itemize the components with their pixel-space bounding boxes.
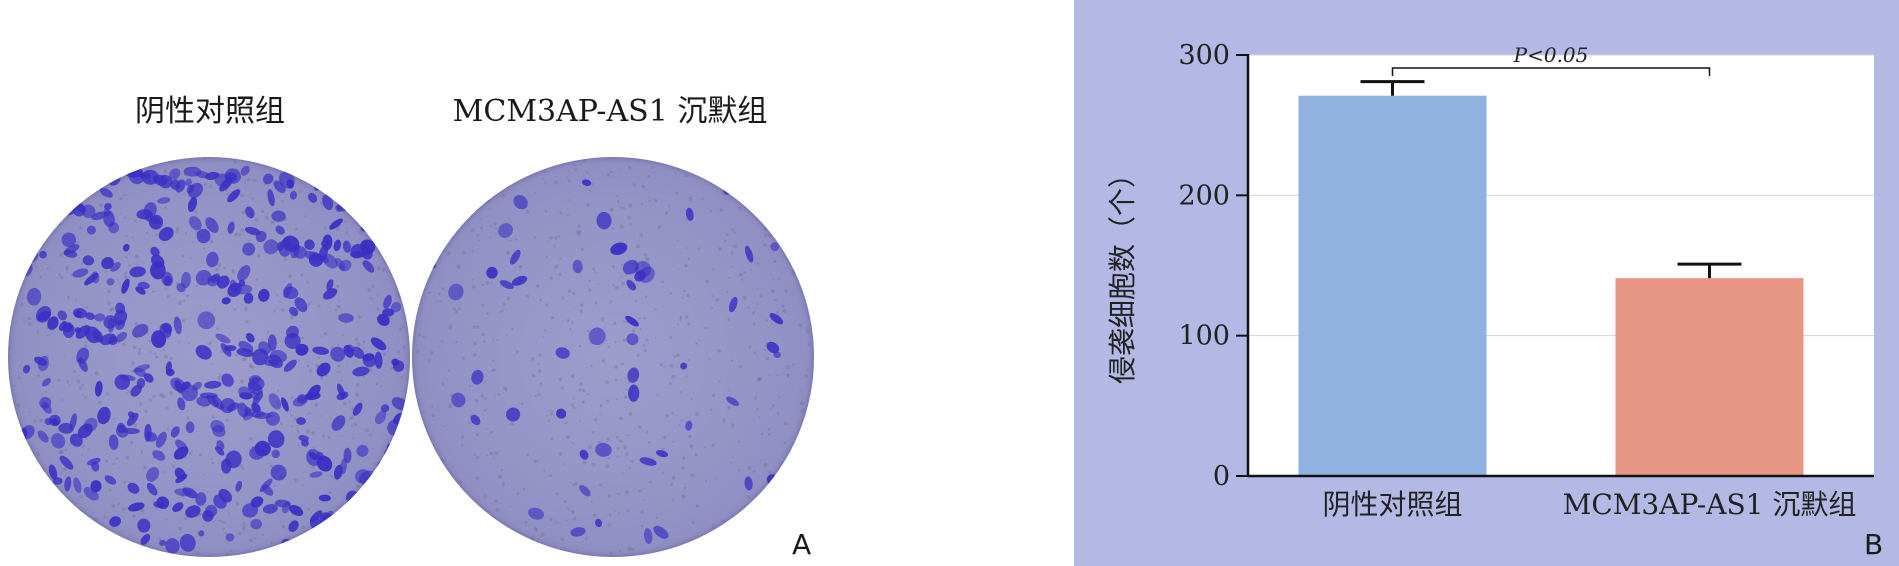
panel-b: 0 100 200 300 阴性对照组 MCM3AP-AS1 沉默组 P<0.05 侵袭细胞… [1074, 0, 1899, 566]
significance-bracket [1391, 67, 1711, 76]
bar-1 [1298, 95, 1487, 477]
panel-letter-b: B [1864, 528, 1884, 561]
y-tick-label: 100 [1178, 321, 1230, 352]
x-tick-label: MCM3AP-AS1 沉默组 [1563, 488, 1857, 521]
y-tick-label: 200 [1178, 180, 1230, 211]
significance-label: P<0.05 [1513, 43, 1589, 67]
cell-stain-pattern [412, 157, 814, 557]
cell-stain-pattern [8, 157, 410, 557]
bar-2 [1615, 278, 1804, 476]
image-label-silencing-group: MCM3AP-AS1 沉默组 [452, 94, 768, 129]
y-tick-label: 0 [1213, 461, 1230, 492]
bar-chart: 0 100 200 300 阴性对照组 MCM3AP-AS1 沉默组 P<0.05 侵袭细胞… [1106, 40, 1874, 521]
x-tick-label: 阴性对照组 [1322, 488, 1462, 521]
y-axis-label: 侵袭细胞数（个） [1106, 160, 1139, 384]
panel-a: 阴性对照组 MCM3AP-AS1 沉默组 A [0, 0, 820, 566]
y-tick-label: 300 [1178, 40, 1230, 71]
stained-dish-negative-control [8, 157, 410, 557]
stained-dish-silencing-group [412, 157, 814, 557]
panel-letter-a: A [792, 528, 812, 561]
image-label-negative-control: 阴性对照组 [135, 94, 285, 129]
